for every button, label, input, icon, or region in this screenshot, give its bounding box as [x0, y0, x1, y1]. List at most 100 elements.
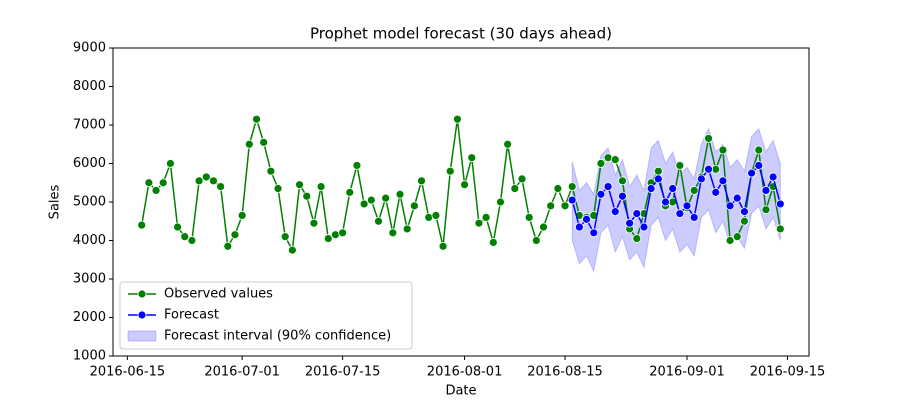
- legend-label: Forecast interval (90% confidence): [164, 329, 391, 344]
- data-point: [481, 212, 491, 222]
- data-point: [223, 241, 233, 251]
- data-point: [653, 174, 663, 184]
- data-point: [137, 220, 147, 230]
- data-point: [338, 228, 348, 238]
- data-point: [725, 201, 735, 211]
- data-point: [187, 236, 197, 245]
- data-point: [460, 180, 469, 190]
- data-point: [374, 216, 383, 226]
- data-point: [323, 234, 333, 243]
- data-point: [352, 161, 362, 170]
- data-point: [510, 184, 520, 193]
- data-point: [675, 209, 685, 218]
- y-tick-label: 5000: [73, 195, 106, 210]
- data-point: [603, 182, 613, 192]
- x-tick-label: 2016-08-15: [527, 365, 603, 380]
- data-point: [366, 195, 376, 205]
- data-point: [417, 176, 426, 186]
- data-point: [553, 184, 563, 193]
- data-point: [252, 114, 261, 124]
- data-point: [467, 153, 477, 163]
- data-point: [166, 159, 175, 168]
- data-point: [173, 222, 182, 232]
- data-point: [653, 166, 663, 176]
- data-point: [740, 216, 749, 226]
- data-point: [696, 174, 706, 184]
- x-tick-label: 2016-09-15: [750, 365, 826, 380]
- data-point: [503, 139, 513, 149]
- data-point: [754, 161, 764, 170]
- data-point: [589, 228, 599, 238]
- data-point: [775, 199, 785, 209]
- data-point: [725, 236, 735, 245]
- y-tick-label: 8000: [73, 79, 106, 94]
- chart-title: Prophet model forecast (30 days ahead): [310, 25, 612, 43]
- data-point: [675, 161, 685, 170]
- data-point: [625, 218, 635, 228]
- data-point: [388, 228, 398, 238]
- data-point: [689, 186, 699, 195]
- data-point: [488, 238, 498, 247]
- data-point: [517, 174, 527, 184]
- data-point: [646, 184, 656, 193]
- data-point: [574, 222, 584, 232]
- data-point: [287, 245, 297, 255]
- data-point: [567, 195, 577, 205]
- data-point: [761, 186, 771, 195]
- data-point: [345, 187, 355, 197]
- data-point: [639, 222, 649, 232]
- data-point: [610, 155, 620, 165]
- x-tick-label: 2016-06-15: [90, 365, 166, 380]
- data-point: [266, 166, 276, 176]
- x-tick-label: 2016-07-15: [305, 365, 381, 380]
- data-point: [474, 218, 484, 228]
- data-point: [244, 139, 254, 149]
- data-point: [539, 222, 548, 232]
- data-point: [194, 176, 204, 186]
- x-axis-label: Date: [445, 384, 476, 399]
- data-point: [740, 207, 749, 217]
- data-point: [381, 193, 391, 203]
- data-point: [596, 189, 606, 199]
- x-tick-label: 2016-09-01: [649, 365, 725, 380]
- data-point: [632, 234, 642, 243]
- data-point: [359, 199, 369, 209]
- legend-box: [119, 281, 413, 350]
- data-point: [302, 191, 312, 201]
- y-tick-label: 6000: [73, 156, 106, 171]
- data-point: [632, 209, 642, 218]
- data-point: [704, 134, 713, 143]
- data-point: [618, 191, 627, 201]
- legend-swatch: [127, 330, 157, 342]
- data-point: [531, 236, 541, 245]
- data-point: [524, 212, 534, 222]
- legend-label: Observed values: [164, 287, 273, 302]
- data-point: [331, 230, 340, 240]
- data-point: [761, 205, 771, 215]
- data-point: [230, 230, 240, 240]
- data-point: [775, 224, 785, 234]
- data-point: [409, 201, 419, 211]
- y-tick-label: 7000: [73, 118, 106, 133]
- data-point: [445, 166, 455, 176]
- x-tick-label: 2016-08-01: [427, 365, 503, 380]
- plot-frame: [112, 47, 810, 357]
- data-point: [618, 176, 627, 186]
- data-point: [718, 145, 728, 155]
- data-point: [768, 172, 778, 182]
- data-point: [496, 197, 505, 207]
- legend-marker: [137, 310, 147, 320]
- data-point: [309, 218, 319, 228]
- data-point: [438, 241, 448, 251]
- data-point: [158, 178, 168, 188]
- data-point: [567, 182, 577, 192]
- y-tick-label: 1000: [73, 349, 106, 364]
- data-point: [453, 114, 462, 124]
- data-point: [151, 186, 161, 195]
- data-point: [682, 201, 692, 211]
- data-point: [395, 189, 405, 199]
- data-point: [424, 212, 434, 222]
- x-tick-label: 2016-07-01: [204, 365, 280, 380]
- data-point: [316, 182, 326, 192]
- data-point: [732, 232, 742, 242]
